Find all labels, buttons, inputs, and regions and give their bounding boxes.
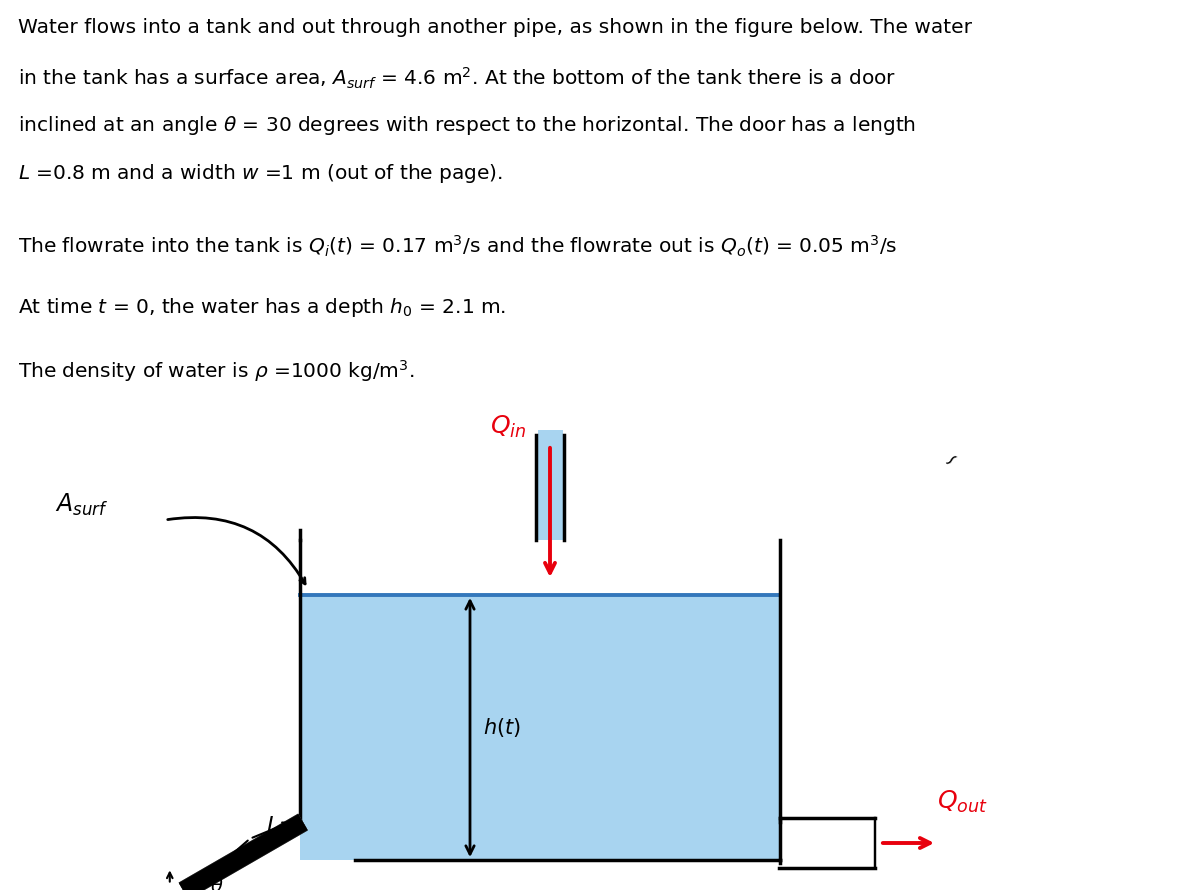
Bar (538, 430, 563, 540)
Text: $L$: $L$ (266, 816, 278, 836)
Text: At time $t$ = 0, the water has a depth $h_0$ = 2.1 m.: At time $t$ = 0, the water has a depth $… (18, 296, 506, 319)
Text: $\theta$: $\theta$ (210, 877, 223, 890)
Text: $A_{surf}$: $A_{surf}$ (55, 492, 108, 518)
Text: $Q_{in}$: $Q_{in}$ (490, 414, 527, 440)
Text: $h(t)$: $h(t)$ (482, 716, 521, 739)
Text: $\backsim$: $\backsim$ (936, 446, 964, 473)
Text: $Q_{out}$: $Q_{out}$ (937, 789, 988, 815)
Text: $L$ =0.8 m and a width $w$ =1 m (out of the page).: $L$ =0.8 m and a width $w$ =1 m (out of … (18, 162, 503, 185)
Text: Water flows into a tank and out through another pipe, as shown in the figure bel: Water flows into a tank and out through … (18, 18, 972, 37)
Text: inclined at an angle $\theta$ = 30 degrees with respect to the horizontal. The d: inclined at an angle $\theta$ = 30 degre… (18, 114, 916, 137)
Text: in the tank has a surface area, $A_{surf}$ = 4.6 m$^2$. At the bottom of the tan: in the tank has a surface area, $A_{surf… (18, 66, 896, 91)
Bar (300, 595, 780, 860)
Text: The density of water is $\rho$ =1000 kg/m$^3$.: The density of water is $\rho$ =1000 kg/… (18, 358, 414, 384)
Text: The flowrate into the tank is $Q_i(t)$ = 0.17 m$^3$/s and the flowrate out is $Q: The flowrate into the tank is $Q_i(t)$ =… (18, 234, 898, 259)
